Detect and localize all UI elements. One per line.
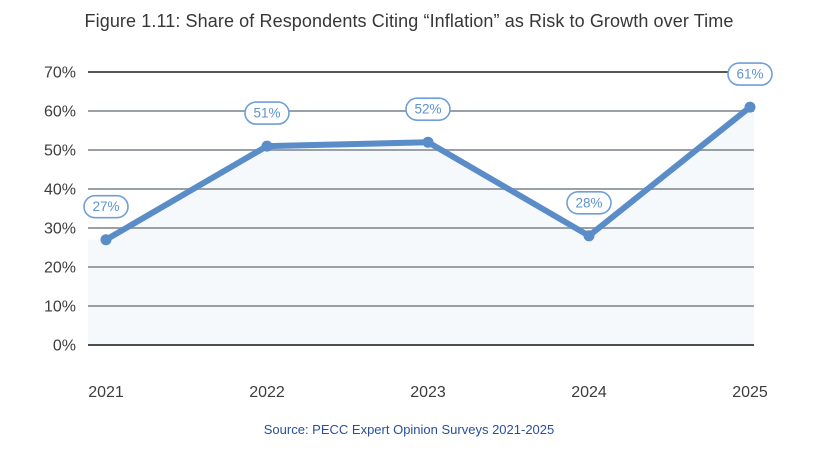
data-label-pill	[83, 194, 129, 219]
x-tick-label: 2025	[732, 384, 768, 401]
y-tick-label: 10%	[44, 299, 76, 316]
x-tick-label: 2021	[88, 384, 124, 401]
y-tick-label: 70%	[44, 65, 76, 82]
data-point-marker	[100, 234, 112, 246]
source-caption: Source: PECC Expert Opinion Surveys 2021…	[263, 422, 555, 437]
data-label-pill	[727, 62, 773, 86]
chart-title: Figure 1.11: Share of Respondents Citing…	[84, 11, 734, 31]
data-label-pill	[566, 191, 612, 215]
data-point-marker	[422, 136, 434, 148]
data-label-text: 27%	[92, 199, 119, 214]
y-tick-label: 30%	[44, 221, 76, 238]
data-label-text: 51%	[253, 106, 280, 121]
y-tick-label: 60%	[44, 104, 76, 121]
y-tick-label: 0%	[53, 338, 76, 355]
data-label-text: 61%	[736, 67, 763, 82]
y-tick-label: 50%	[44, 143, 76, 160]
x-tick-label: 2023	[410, 384, 446, 401]
data-label-pill	[244, 101, 290, 125]
x-tick-label: 2022	[249, 384, 285, 401]
data-label-pill	[405, 97, 451, 121]
data-label-text: 28%	[575, 195, 602, 210]
data-point-marker	[261, 140, 273, 152]
data-label-text: 52%	[414, 102, 441, 117]
y-tick-label: 20%	[44, 260, 76, 277]
y-tick-label: 40%	[44, 182, 76, 199]
area-fill	[88, 107, 754, 345]
x-tick-label: 2024	[571, 384, 607, 401]
data-point-marker	[744, 101, 756, 113]
data-point-marker	[583, 230, 595, 242]
